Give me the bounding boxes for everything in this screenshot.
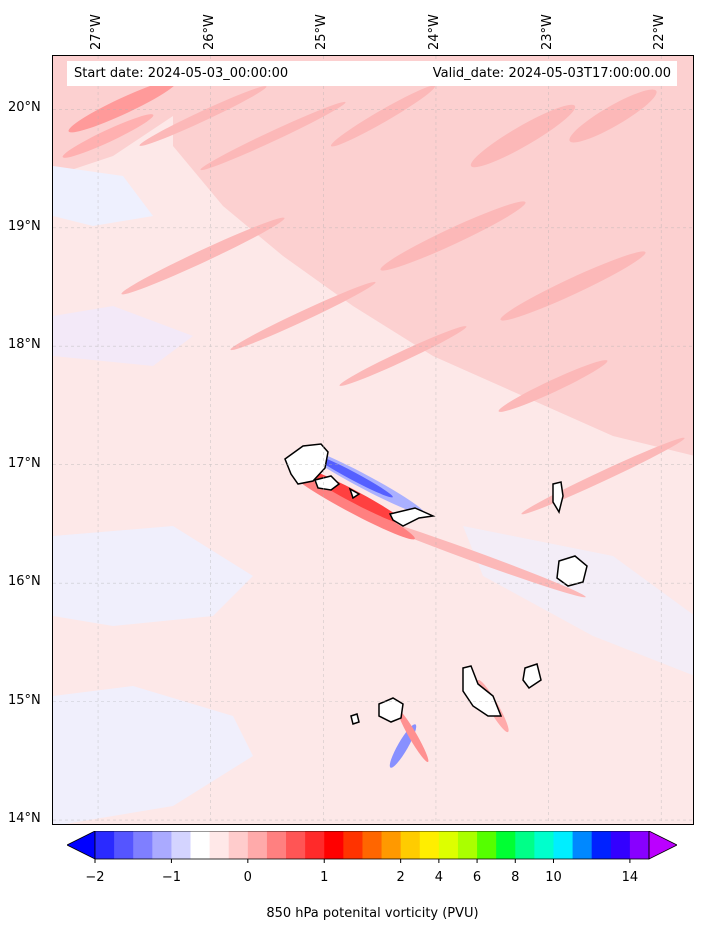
colorbar-cell <box>515 831 535 859</box>
colorbar-tick-label: 8 <box>511 870 520 885</box>
lat-tick-label: 15°N <box>8 692 41 708</box>
colorbar-cell <box>362 831 383 859</box>
colorbar-cell <box>324 831 344 859</box>
colorbar-cell <box>496 831 516 859</box>
colorbar-extend-low <box>67 831 96 860</box>
colorbar-cell <box>343 831 363 859</box>
valid-date: Valid_date: 2024-05-03T17:00:00.00 <box>432 66 671 81</box>
island-brava <box>350 713 360 725</box>
colorbar-tick-label: −2 <box>85 870 105 885</box>
colorbar-cell <box>209 831 230 859</box>
colorbar-tick-label: 1 <box>320 870 329 885</box>
colorbar-cell <box>572 831 593 859</box>
colorbar-tick-label: −1 <box>161 870 181 885</box>
colorbar-tick-label: 10 <box>545 870 562 885</box>
lat-tick-label: 18°N <box>8 337 41 353</box>
gridlines <box>53 56 693 824</box>
colorbar-tick-label: 6 <box>472 870 482 885</box>
island-boa-vista <box>556 555 588 587</box>
lat-tick-label: 19°N <box>8 218 41 234</box>
colorbar-cell <box>228 831 249 859</box>
colorbar-cell <box>553 831 574 859</box>
lon-tick-label: 27°W <box>89 14 105 50</box>
lon-tick-label: 26°W <box>201 14 217 50</box>
pv-streaks <box>62 79 685 598</box>
lon-tick-label: 24°W <box>426 14 442 50</box>
colorbar-cell <box>610 831 631 859</box>
colorbar-cell <box>286 831 306 859</box>
colorbar-cell <box>171 831 192 859</box>
date-info-bar: Start date: 2024-05-03_00:00:00 Valid_da… <box>67 61 677 86</box>
colorbar-cell <box>591 831 612 859</box>
colorbar-cell <box>114 831 134 859</box>
colorbar-cell <box>152 831 172 859</box>
island-santiago <box>462 665 503 717</box>
islands <box>284 443 588 725</box>
colorbar-tick-label: 14 <box>621 870 639 885</box>
colorbar-cell <box>438 831 459 859</box>
colorbar-tick-label: 4 <box>434 870 443 885</box>
colorbar-tick-label: 2 <box>396 870 405 885</box>
lon-tick-label: 22°W <box>652 14 668 50</box>
colorbar-cell <box>419 831 440 859</box>
start-date: Start date: 2024-05-03_00:00:00 <box>74 66 289 81</box>
island-santo-antao <box>284 443 329 485</box>
vorticity-map <box>53 56 693 824</box>
colorbar-cell <box>95 831 115 859</box>
lon-tick-label: 25°W <box>314 14 330 50</box>
island-sal <box>552 481 564 514</box>
colorbar-extend-high <box>648 831 677 860</box>
lat-tick-label: 16°N <box>8 574 41 590</box>
colorbar-cell <box>477 831 497 859</box>
colorbar-cell <box>305 831 325 859</box>
lon-tick-label: 23°W <box>539 14 555 50</box>
colorbar <box>67 831 677 863</box>
colorbar-cell <box>247 831 268 859</box>
island-fogo <box>378 697 404 723</box>
lat-tick-label: 14°N <box>8 811 41 827</box>
colorbar-cell <box>381 831 402 859</box>
colorbar-cell <box>534 831 554 859</box>
colorbar-cell <box>133 831 153 859</box>
island-maio <box>522 663 542 690</box>
colorbar-cell <box>400 831 421 859</box>
field-shading <box>53 56 693 824</box>
island-sao-nicolau <box>388 507 436 527</box>
lat-tick-label: 17°N <box>8 455 41 471</box>
colorbar-cell <box>190 831 211 859</box>
island-santa-luzia <box>348 487 361 500</box>
colorbar-tick-label: 0 <box>243 870 252 885</box>
map-panel <box>52 55 694 825</box>
lat-tick-label: 20°N <box>8 100 41 116</box>
colorbar-cell <box>629 831 650 859</box>
island-sao-vicente <box>314 475 341 491</box>
colorbar-cell <box>457 831 478 859</box>
colorbar-cell <box>266 831 287 859</box>
colorbar-label: 850 hPa potenital vorticity (PVU) <box>266 906 479 921</box>
